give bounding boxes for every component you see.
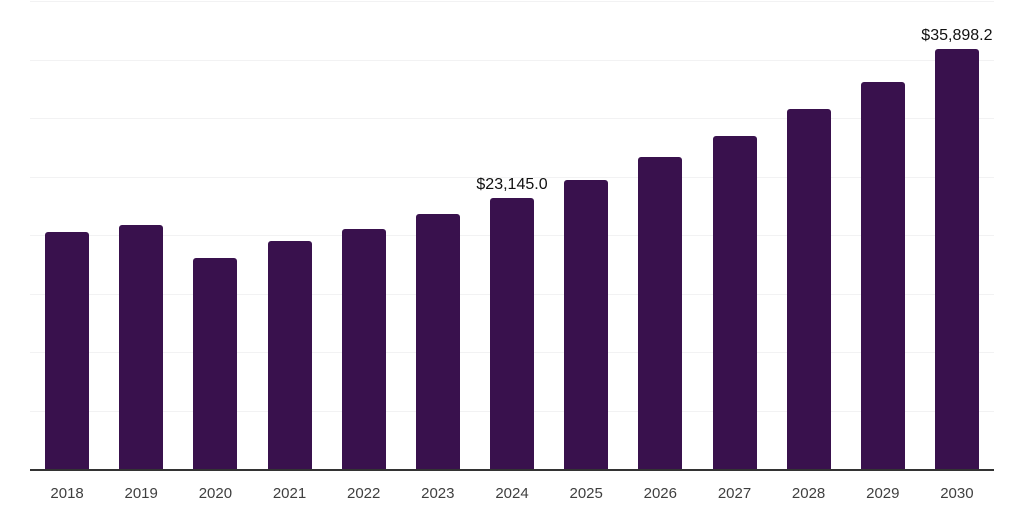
bar-2019 <box>119 225 164 470</box>
x-tick-label-2030: 2030 <box>940 485 974 502</box>
x-tick-label-2020: 2020 <box>198 485 233 502</box>
value-label-2030: $35,898.2 <box>921 27 993 44</box>
x-tick-label-2026: 2026 <box>643 485 677 502</box>
gridline-30000 <box>30 118 994 120</box>
bar-2029 <box>860 81 905 470</box>
x-tick-label-2022: 2022 <box>347 485 381 502</box>
gridline-40000 <box>30 1 994 2</box>
x-tick-label-2025: 2025 <box>569 485 603 502</box>
bar-2022 <box>341 229 386 470</box>
x-axis-line <box>30 469 994 471</box>
bar-2027 <box>712 135 757 470</box>
x-tick-label-2029: 2029 <box>866 485 900 502</box>
x-tick-label-2018: 2018 <box>50 485 84 502</box>
bar-2024 <box>490 198 534 470</box>
gridline-35000 <box>30 59 994 61</box>
bar-2018 <box>45 232 90 470</box>
bar-2026 <box>638 157 683 470</box>
x-tick-label-2028: 2028 <box>791 485 826 502</box>
x-tick-label-2023: 2023 <box>421 485 455 502</box>
value-label-2024: $23,145.0 <box>476 176 548 194</box>
bar-2020 <box>193 258 238 470</box>
bar-2028 <box>786 109 831 470</box>
x-tick-label-2024: 2024 <box>495 485 529 502</box>
x-tick-label-2019: 2019 <box>124 485 158 502</box>
x-tick-label-2027: 2027 <box>717 485 752 502</box>
bar-2025 <box>564 179 609 470</box>
x-tick-label-2021: 2021 <box>272 485 307 502</box>
bar-2030 <box>934 49 979 470</box>
bar-2021 <box>267 241 312 470</box>
bar-2023 <box>415 213 460 470</box>
